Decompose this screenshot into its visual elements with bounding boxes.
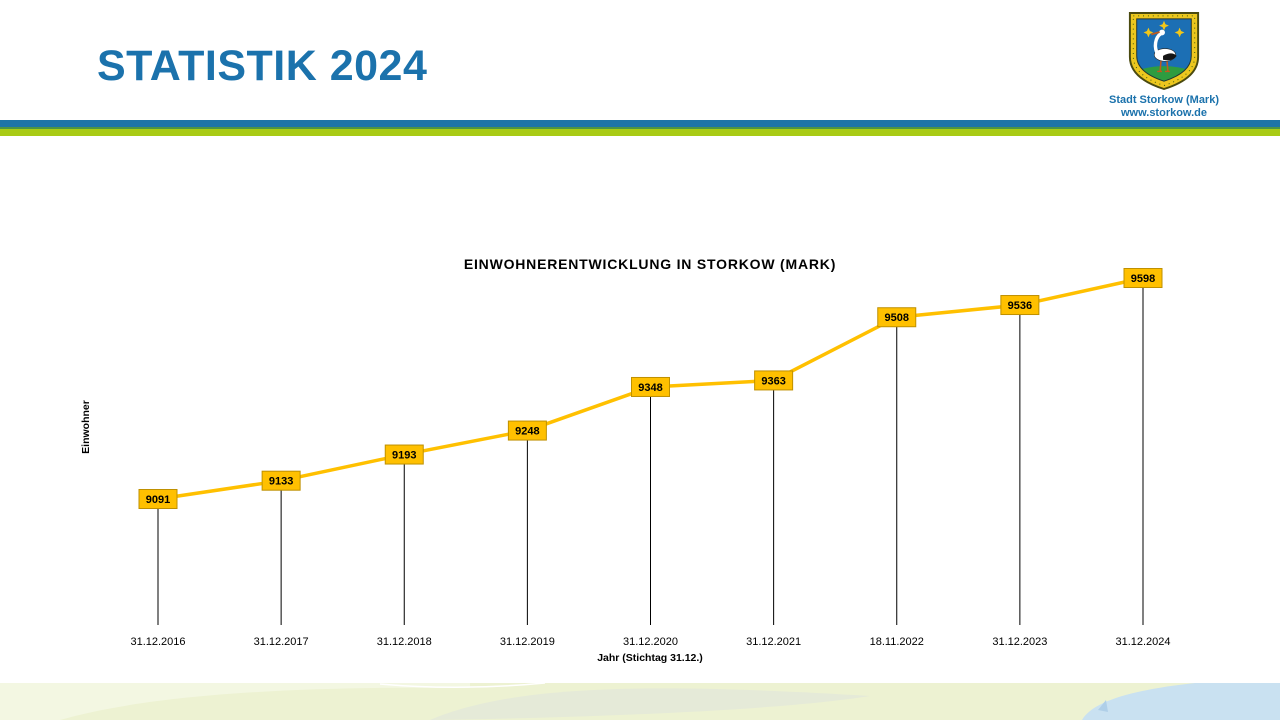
data-label-box: [1123, 268, 1163, 288]
star-icon: [1159, 20, 1169, 31]
x-tick-label: 31.12.2024: [1115, 636, 1170, 648]
x-tick-label: 31.12.2023: [992, 636, 1047, 648]
x-tick-label: 31.12.2021: [746, 636, 801, 648]
data-point-label: 9598: [1131, 273, 1155, 285]
storkow-crest-icon: [1128, 12, 1200, 91]
star-icon: [1174, 27, 1185, 38]
data-label-box: [138, 489, 178, 509]
footer-decoration: [0, 682, 1280, 720]
data-label-box: [877, 307, 917, 328]
data-point-label: 9133: [269, 476, 293, 488]
data-label-box: [261, 470, 301, 491]
divider-stripe-blue-icon: [0, 120, 1280, 127]
x-tick-label: 31.12.2020: [623, 636, 678, 648]
x-axis-label: Jahr (Stichtag 31.12.): [597, 652, 703, 664]
data-point-label: 9193: [392, 450, 416, 462]
data-label-box: [384, 444, 424, 465]
data-point-label: 9348: [638, 382, 662, 394]
y-axis-label: Einwohner: [80, 400, 92, 454]
logo-website: www.storkow.de: [1121, 107, 1207, 119]
chart-title: EINWOHNERENTWICKLUNG IN STORKOW (MARK): [464, 256, 836, 272]
data-point-label: 9508: [885, 312, 909, 324]
city-logo: Stadt Storkow (Mark) www.storkow.de: [1086, 10, 1242, 120]
x-tick-label: 31.12.2016: [130, 636, 185, 648]
stork-silhouette-icon: [1098, 700, 1108, 712]
data-point-label: 9536: [1008, 300, 1032, 312]
data-label-box: [631, 376, 670, 397]
star-icon: [1143, 27, 1154, 38]
stork-icon: [1151, 29, 1177, 73]
data-point-label: 9363: [761, 375, 785, 387]
data-point-label: 9091: [146, 494, 170, 506]
data-label-box: [507, 420, 547, 441]
divider-stripe-green-icon: [0, 127, 1280, 136]
data-label-box: [754, 370, 794, 391]
x-tick-label: 18.11.2022: [870, 636, 924, 648]
logo-org-name: Stadt Storkow (Mark): [1108, 94, 1219, 106]
x-tick-label: 31.12.2017: [254, 636, 309, 648]
data-point-label: 9248: [515, 426, 539, 438]
x-tick-label: 31.12.2018: [377, 636, 432, 648]
data-label-box: [1000, 295, 1040, 316]
x-tick-label: 31.12.2019: [500, 636, 555, 648]
slide-title: STATISTIK 2024: [97, 42, 428, 90]
